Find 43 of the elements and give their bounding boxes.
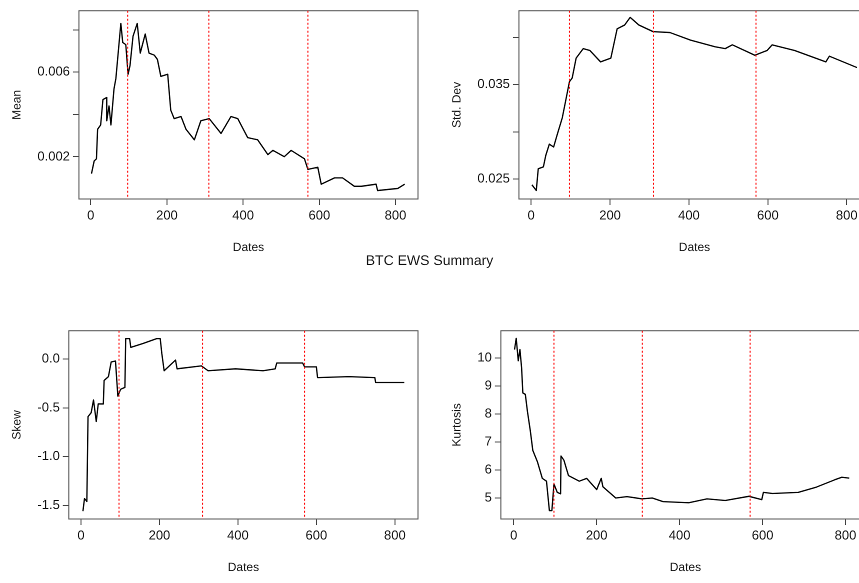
x-tick-label: 800 <box>836 207 858 222</box>
y-tick-label: 0.002 <box>37 148 70 164</box>
x-tick-label: 400 <box>232 207 254 222</box>
y-tick-label: 10 <box>477 350 492 365</box>
y-axis-title: Kurtosis <box>450 403 464 447</box>
x-tick-label: 200 <box>148 527 170 542</box>
x-tick-label: 400 <box>668 527 690 542</box>
x-axis-title: Dates <box>678 240 710 254</box>
y-tick-label: 0.035 <box>477 76 510 92</box>
x-tick-label: 800 <box>834 527 856 542</box>
x-axis-title: Dates <box>232 240 264 254</box>
y-axis-title: Skew <box>10 410 24 440</box>
y-tick-label: 8 <box>484 406 492 421</box>
y-axis-title: Mean <box>10 90 24 120</box>
x-tick-label: 400 <box>678 207 700 222</box>
y-tick-label: 7 <box>484 434 492 449</box>
y-tick-label: 9 <box>484 378 492 393</box>
x-tick-label: 200 <box>156 207 178 222</box>
x-axis-title: Dates <box>670 560 702 574</box>
y-tick-label: -0.5 <box>37 399 60 414</box>
x-tick-label: 200 <box>599 207 621 222</box>
x-tick-label: 400 <box>227 527 249 542</box>
text: BTC EWS Summary <box>366 252 494 268</box>
x-tick-label: 600 <box>306 527 328 542</box>
y-axis-title: Std. Dev <box>450 82 464 128</box>
y-tick-label: 0.0 <box>42 350 60 366</box>
y-tick-label: -1.5 <box>37 496 60 512</box>
x-tick-label: 200 <box>586 527 608 542</box>
x-tick-label: 600 <box>756 207 779 222</box>
x-tick-label: 0 <box>87 207 94 222</box>
y-tick-label: 5 <box>484 490 492 505</box>
y-tick-label: 0.006 <box>37 64 70 79</box>
x-tick-label: 600 <box>308 207 330 222</box>
x-tick-label: 0 <box>77 527 85 542</box>
y-tick-label: 6 <box>484 462 492 477</box>
y-tick-label: -1.0 <box>37 448 60 464</box>
x-axis-title: Dates <box>228 560 260 574</box>
x-tick-label: 600 <box>752 527 774 542</box>
x-tick-label: 0 <box>510 527 518 542</box>
y-tick-label: 0.025 <box>477 170 510 186</box>
x-tick-label: 800 <box>384 527 406 542</box>
x-tick-label: 0 <box>528 207 535 222</box>
x-tick-label: 800 <box>384 207 406 222</box>
